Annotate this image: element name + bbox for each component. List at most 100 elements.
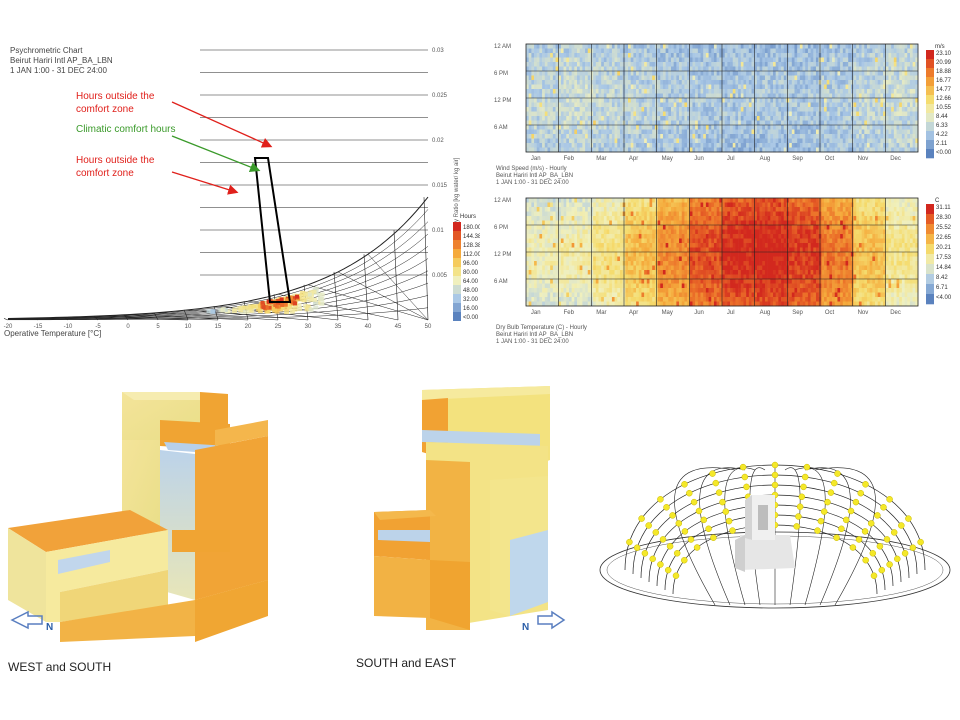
density-cell	[243, 305, 249, 310]
wind-cell	[689, 120, 693, 126]
wind-cell	[837, 107, 841, 112]
wind-cell	[660, 107, 664, 112]
wind-cell	[708, 125, 712, 130]
temp-cell	[619, 238, 623, 244]
wind-cell	[912, 53, 916, 58]
wind-cell	[534, 134, 538, 139]
wind-cell	[821, 62, 825, 67]
wind-cell	[719, 129, 723, 135]
wind-legend-swatch	[926, 95, 934, 105]
wind-cell	[746, 71, 750, 76]
wind-cell	[585, 125, 589, 130]
temp-cell	[595, 229, 599, 235]
wind-cell	[644, 134, 648, 139]
wind-cell	[606, 111, 610, 117]
temp-cell	[528, 252, 532, 257]
wind-cell	[762, 107, 766, 112]
wind-cell	[660, 143, 664, 148]
temp-cell	[560, 256, 564, 262]
wind-cell	[641, 134, 645, 139]
temp-cell	[625, 207, 629, 212]
temp-cell	[601, 261, 605, 266]
wind-cell	[901, 80, 905, 85]
wind-cell	[539, 107, 543, 112]
temp-cell	[585, 283, 589, 289]
wind-cell	[738, 138, 742, 144]
wind-cell	[708, 93, 712, 99]
temp-cell	[598, 198, 602, 203]
wind-cell	[614, 66, 618, 72]
wind-cell	[883, 75, 887, 81]
wind-cell	[579, 66, 583, 72]
wind-cell	[536, 57, 540, 63]
temp-cell	[534, 279, 538, 284]
wind-cell	[544, 53, 548, 58]
wind-cell	[558, 75, 562, 81]
wind-cell	[724, 89, 728, 94]
wind-cell	[598, 66, 602, 72]
wind-cell	[681, 89, 685, 94]
wind-cell	[813, 147, 817, 153]
wind-cell	[649, 143, 653, 148]
wind-cell	[764, 66, 768, 72]
wind-cell	[638, 120, 642, 126]
temp-cell	[638, 238, 642, 244]
temp-cell	[526, 301, 529, 307]
wind-cell	[907, 120, 911, 126]
temp-cell	[560, 211, 564, 217]
wind-cell	[571, 48, 575, 54]
wind-cell	[547, 147, 551, 153]
wind-cell	[660, 89, 664, 94]
wind-cell	[829, 62, 833, 67]
wind-cell	[877, 98, 881, 103]
wind-cell	[767, 111, 771, 117]
wind-cell	[799, 147, 803, 153]
wind-cell	[751, 71, 755, 76]
wind-cell	[568, 89, 572, 94]
wind-cell	[756, 111, 760, 117]
wind-cell	[861, 66, 865, 72]
wind-cell	[705, 147, 709, 153]
temp-cell	[603, 270, 607, 275]
temp-cell	[568, 297, 572, 302]
wind-cell	[550, 102, 554, 108]
wind-cell	[837, 134, 841, 139]
wind-cell	[821, 75, 825, 81]
wind-cell	[679, 93, 683, 99]
wind-cell	[552, 147, 556, 153]
temp-cell	[547, 243, 551, 248]
wind-cell	[614, 125, 618, 130]
temp-cell	[526, 265, 529, 271]
wind-cell	[566, 125, 570, 130]
wind-cell	[568, 129, 572, 135]
wind-cell	[727, 57, 731, 63]
temp-cell	[603, 202, 607, 208]
wind-cell	[636, 75, 640, 81]
wind-cell	[810, 66, 814, 72]
temp-cell	[544, 270, 548, 275]
wind-cell	[751, 89, 755, 94]
temp-cell	[617, 207, 621, 212]
temp-cell	[590, 261, 594, 266]
wind-cell	[743, 138, 747, 144]
wind-cell	[684, 80, 688, 85]
temp-cell	[617, 297, 621, 302]
wind-cell	[649, 120, 653, 126]
wind-cell	[799, 80, 803, 85]
wind-cell	[577, 93, 580, 99]
temp-cell	[534, 216, 538, 221]
wind-cell	[593, 89, 597, 94]
temp-cell	[598, 283, 602, 289]
wind-cell	[579, 53, 583, 58]
wind-cell	[915, 84, 919, 90]
wind-cell	[652, 107, 656, 112]
temp-cell	[542, 238, 546, 244]
wind-cell	[711, 84, 715, 90]
wind-cell	[888, 80, 892, 85]
wind-cell	[735, 89, 739, 94]
wind-cell	[534, 75, 538, 81]
wind-cell	[743, 143, 747, 148]
wind-cell	[552, 71, 556, 76]
wind-cell	[700, 98, 704, 103]
wind-cell	[888, 75, 892, 81]
